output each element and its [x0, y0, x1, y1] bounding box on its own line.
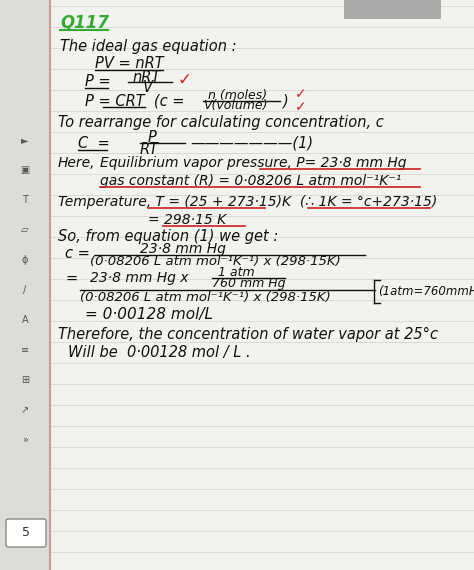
Text: Equilibrium vapor pressure, P= 23·8 mm Hg: Equilibrium vapor pressure, P= 23·8 mm H… [100, 156, 407, 170]
Text: /: / [23, 285, 27, 295]
Text: ►: ► [21, 135, 29, 145]
Text: V: V [143, 79, 153, 95]
Text: 23·8 mm Hg x: 23·8 mm Hg x [90, 271, 189, 285]
Text: ≡: ≡ [21, 345, 29, 355]
Text: ✓: ✓ [295, 87, 307, 101]
Text: Here,: Here, [58, 156, 95, 170]
Text: 1 atm: 1 atm [218, 267, 255, 279]
Text: Q117: Q117 [60, 13, 109, 31]
Text: = 0·00128 mol/L: = 0·00128 mol/L [85, 307, 213, 323]
Text: ϕ: ϕ [22, 255, 28, 265]
Text: n (moles): n (moles) [208, 89, 267, 103]
Text: P: P [148, 131, 157, 145]
Text: ✓: ✓ [178, 71, 192, 89]
Text: T: T [22, 195, 28, 205]
Text: (0·08206 L atm mol⁻¹K⁻¹) x (298·15K): (0·08206 L atm mol⁻¹K⁻¹) x (298·15K) [90, 255, 341, 268]
Text: RT: RT [140, 141, 159, 157]
Text: A: A [22, 315, 28, 325]
Text: The ideal gas equation :: The ideal gas equation : [60, 39, 237, 54]
Text: PV = nRT: PV = nRT [95, 56, 164, 71]
FancyBboxPatch shape [344, 0, 441, 19]
Text: (1atm=760mmHg): (1atm=760mmHg) [378, 286, 474, 299]
Text: Will be  0·00128 mol / L .: Will be 0·00128 mol / L . [68, 344, 251, 360]
Text: P =: P = [85, 75, 111, 89]
Text: = 298·15 K: = 298·15 K [148, 213, 226, 227]
Text: ): ) [283, 93, 289, 108]
Text: ↗: ↗ [21, 405, 29, 415]
Text: C  =: C = [78, 136, 110, 150]
Text: ✓: ✓ [295, 100, 307, 114]
Text: So, from equation (1) we get :: So, from equation (1) we get : [58, 230, 278, 245]
Text: 760 mm Hg: 760 mm Hg [212, 276, 285, 290]
Text: »: » [22, 435, 28, 445]
Text: Temperature, T = (25 + 273·15)K  (∴ 1K = °c+273·15): Temperature, T = (25 + 273·15)K (∴ 1K = … [58, 195, 437, 209]
Text: ▣: ▣ [20, 165, 29, 175]
Text: nRT: nRT [132, 70, 160, 84]
Text: 23·8 mm Hg: 23·8 mm Hg [140, 242, 226, 256]
Text: To rearrange for calculating concentration, c: To rearrange for calculating concentrati… [58, 115, 384, 129]
FancyBboxPatch shape [6, 519, 46, 547]
Text: gas constant (R) = 0·08206 L atm mol⁻¹K⁻¹: gas constant (R) = 0·08206 L atm mol⁻¹K⁻… [100, 174, 401, 188]
Text: ▱: ▱ [21, 225, 29, 235]
Text: c =: c = [65, 246, 90, 262]
Text: ———————(1): ———————(1) [190, 136, 313, 150]
Text: P = CRT  (c =: P = CRT (c = [85, 93, 184, 108]
Text: ⊞: ⊞ [21, 375, 29, 385]
Text: Therefore, the concentration of water vapor at 25°c: Therefore, the concentration of water va… [58, 327, 438, 341]
Text: V(volume): V(volume) [203, 100, 267, 112]
Text: 5: 5 [22, 527, 30, 539]
Text: (0·08206 L atm mol⁻¹K⁻¹) x (298·15K): (0·08206 L atm mol⁻¹K⁻¹) x (298·15K) [80, 291, 331, 304]
Text: =: = [65, 271, 77, 286]
Bar [0, 0, 50, 570]
